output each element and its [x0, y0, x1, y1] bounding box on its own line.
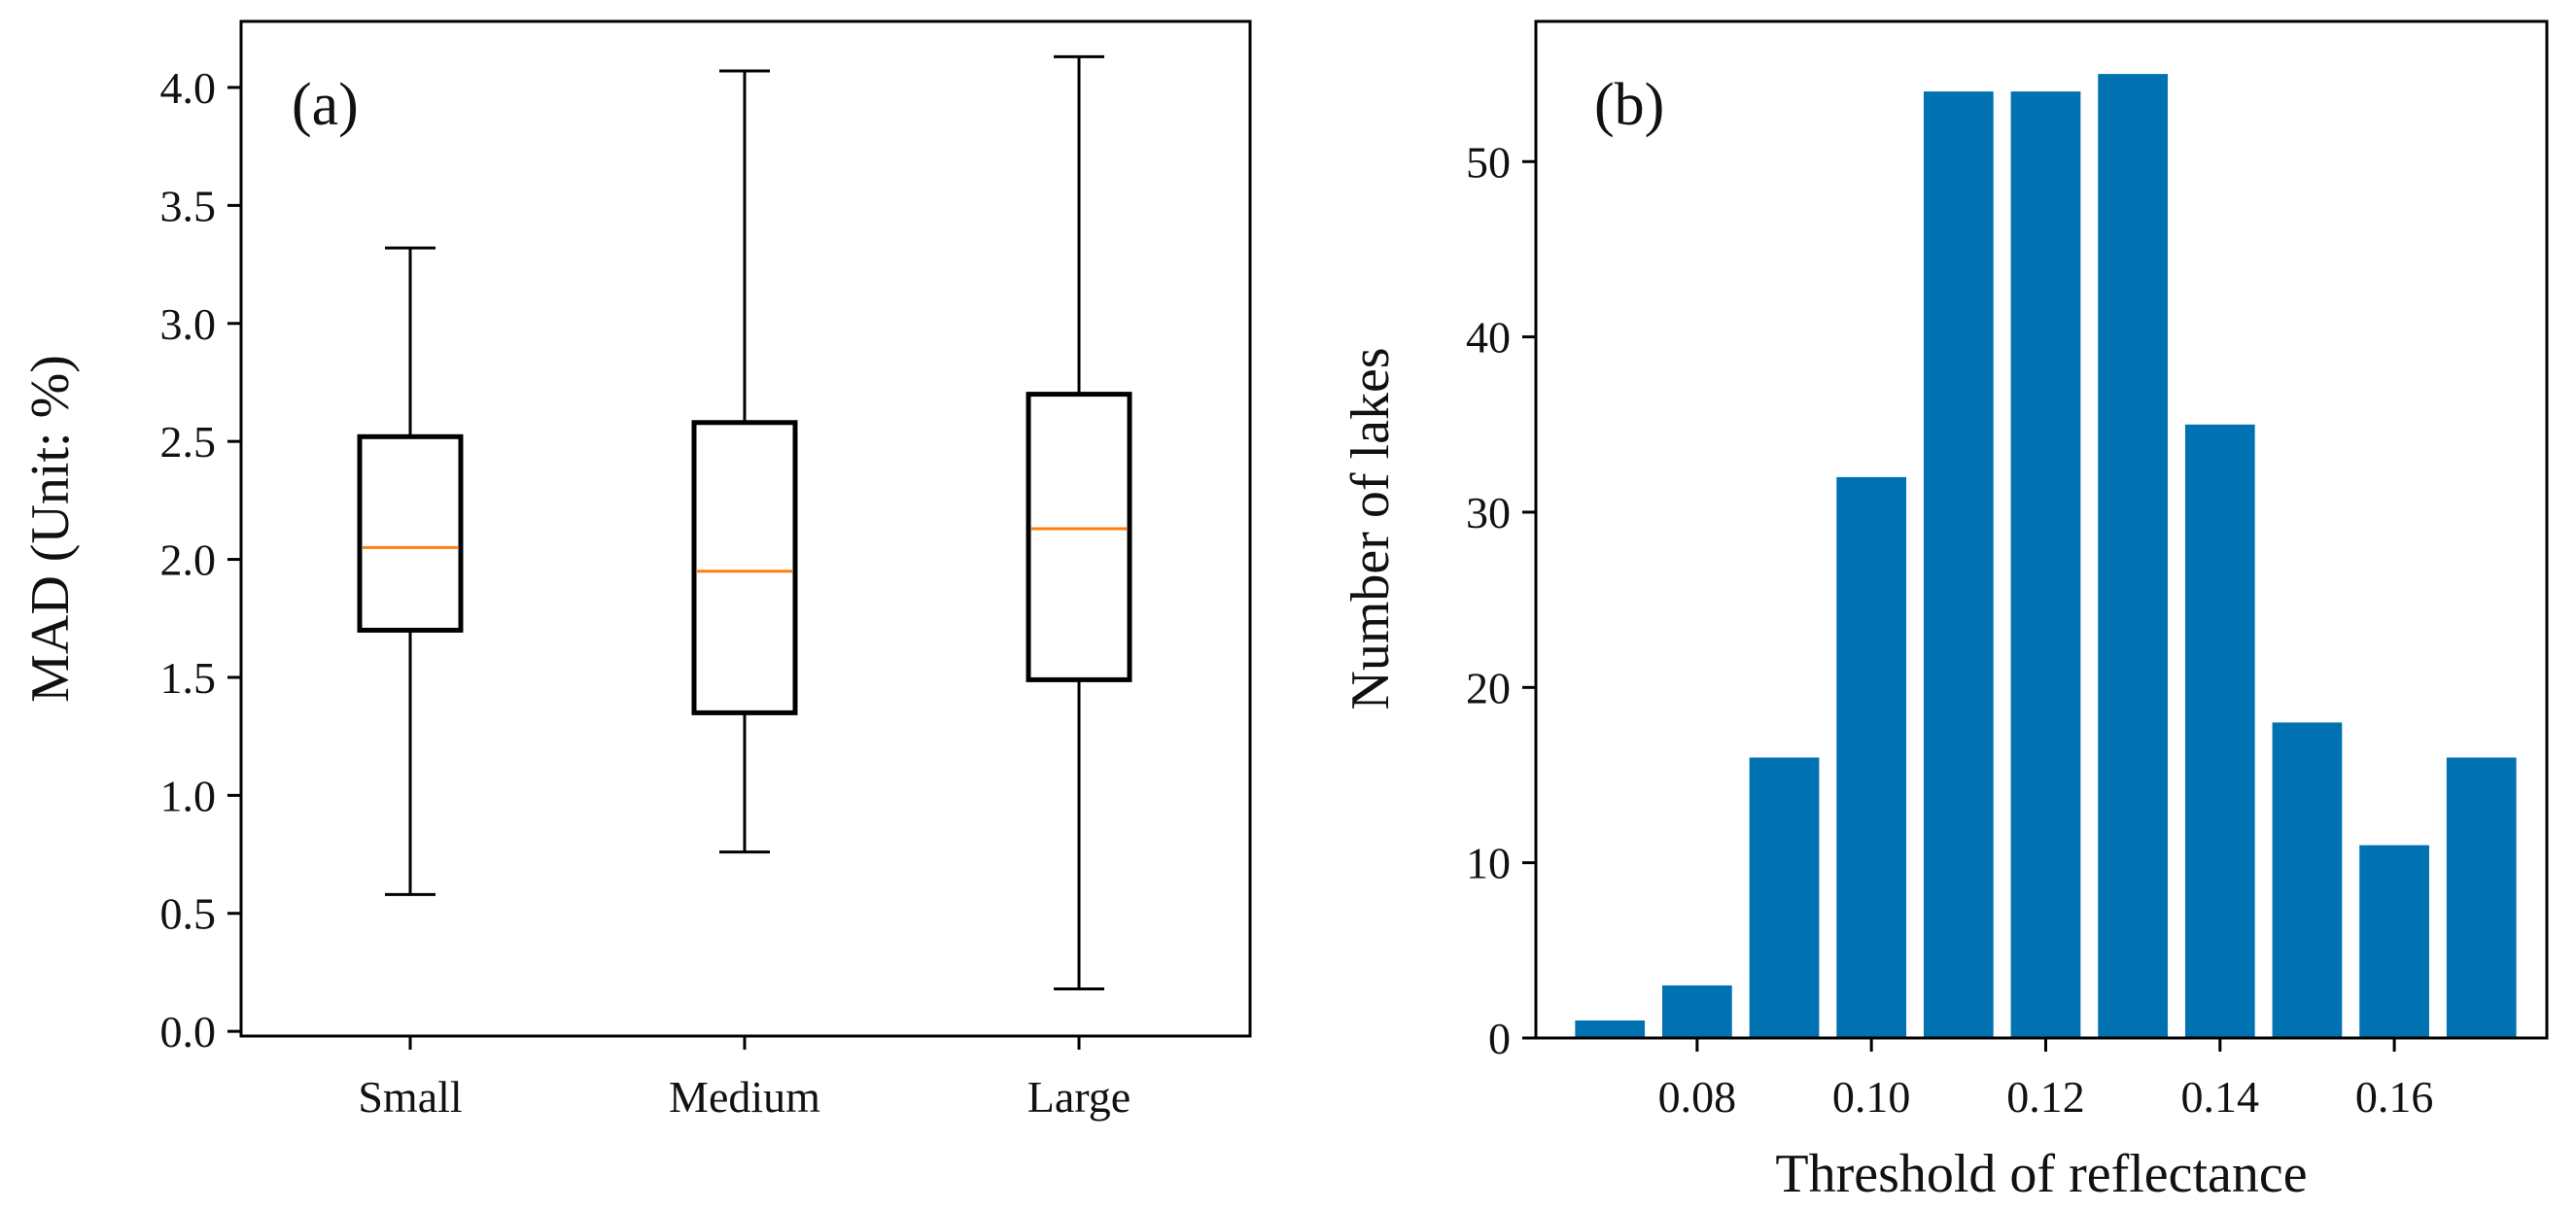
panel-b-x-tick-label: 0.16: [2355, 1072, 2434, 1122]
panel-a-y-tick-label: 3.5: [160, 181, 217, 230]
panel-b-y-tick-label: 20: [1466, 663, 1511, 712]
iqr-box: [1026, 392, 1132, 682]
panel-b-bars: [1575, 74, 2517, 1038]
panel-a-y-tick-label: 0.5: [160, 889, 217, 939]
panel-a-y-tick-label: 1.0: [160, 771, 217, 820]
bar: [2359, 845, 2429, 1038]
bar: [2184, 424, 2255, 1038]
box-small: [357, 246, 464, 896]
bar: [1923, 91, 1994, 1038]
iqr-box: [691, 420, 798, 715]
iqr-box: [357, 433, 464, 633]
panel-a-y-tick-label: 4.0: [160, 63, 217, 113]
panel-b-y-tick-label: 40: [1466, 313, 1511, 363]
bar: [1662, 985, 1732, 1038]
panel-b-x-tick-label: 0.12: [2006, 1072, 2085, 1122]
panel-b-x-tick-label: 0.08: [1658, 1072, 1737, 1122]
bar: [2446, 757, 2517, 1038]
panel-b-y-tick-label: 30: [1466, 488, 1511, 537]
panel-a-x-tick-label: Medium: [669, 1072, 820, 1122]
panel-a-y-tick-label: 0.0: [160, 1007, 217, 1056]
panel-b-barchart: 0 10 20 30 40 50 0.08 0.10 0.12 0.14 0.16 (b) Num…: [1340, 19, 2549, 1204]
panel-b-y-axis-label: Number of lakes: [1340, 347, 1401, 709]
bar: [2272, 722, 2343, 1038]
panel-b-y-tick-label: 10: [1466, 839, 1511, 888]
panel-a-y-ticks: 0.0 0.5 1.0 1.5 2.0 2.5 3.0 3.5 4.0: [160, 63, 241, 1056]
panel-a-y-tick-label: 2.5: [160, 417, 217, 467]
panel-b-x-axis-label: Threshold of reflectance: [1775, 1144, 2307, 1204]
panel-b-y-tick-label: 0: [1488, 1014, 1511, 1063]
panel-b-x-ticks: 0.08 0.10 0.12 0.14 0.16: [1658, 1038, 2434, 1122]
panel-a-x-tick-label: Small: [358, 1072, 462, 1122]
panel-b-y-tick-label: 50: [1466, 137, 1511, 187]
box-medium: [691, 69, 798, 854]
panel-b-x-tick-label: 0.14: [2181, 1072, 2260, 1122]
bar: [1836, 476, 1907, 1038]
bar: [2010, 91, 2081, 1038]
panel-a-boxes: [357, 54, 1132, 990]
bar: [2098, 74, 2168, 1038]
panel-a-y-axis-label: MAD (Unit: %): [20, 355, 81, 703]
panel-a-y-tick-label: 3.0: [160, 299, 217, 349]
panel-a-x-tick-label: Large: [1027, 1072, 1131, 1122]
panel-a-x-ticks: Small Medium Large: [358, 1036, 1131, 1122]
box-large: [1026, 54, 1132, 990]
panel-b-y-ticks: 0 10 20 30 40 50: [1466, 137, 1536, 1063]
panel-a-y-tick-label: 1.5: [160, 653, 217, 703]
bar: [1575, 1020, 1646, 1038]
bar: [1749, 757, 1820, 1038]
panel-b-x-tick-label: 0.10: [1832, 1072, 1911, 1122]
panel-a-label: (a): [292, 72, 359, 138]
panel-b-label: (b): [1594, 72, 1664, 138]
panel-a-boxplot: 0.0 0.5 1.0 1.5 2.0 2.5 3.0 3.5 4.0 Small Medium L…: [20, 19, 1252, 1122]
panel-b-axes-frame: [1534, 19, 2549, 1040]
panel-a-y-tick-label: 2.0: [160, 536, 217, 585]
